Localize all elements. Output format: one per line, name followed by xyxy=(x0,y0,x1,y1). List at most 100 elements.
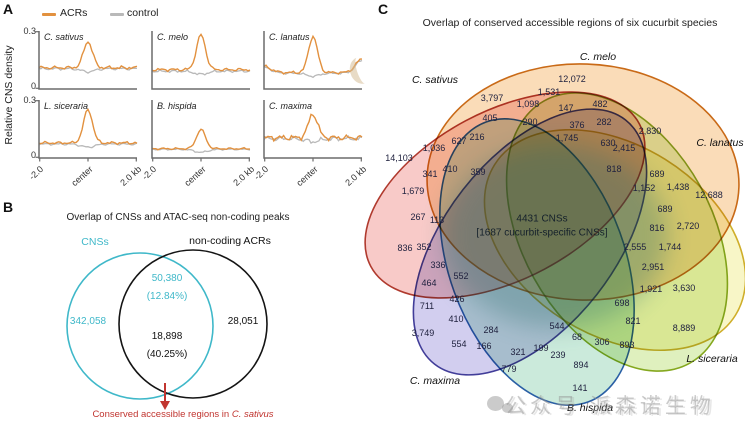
venn-region-count: 306 xyxy=(594,337,610,347)
venn-region-count: 893 xyxy=(619,340,635,350)
venn-region-count: 359 xyxy=(470,167,486,177)
venn-region-count: 8,889 xyxy=(672,323,696,333)
venn-region-count: 689 xyxy=(657,204,673,214)
venn-region-count: 405 xyxy=(482,113,498,123)
panel-b-label: B xyxy=(3,199,14,215)
venn-region-count: 147 xyxy=(558,103,574,113)
venn-region-count: 836 xyxy=(397,243,413,253)
venn-region-count: 1,438 xyxy=(666,182,690,192)
venn-region-count: 1,679 xyxy=(401,186,425,196)
overlap-acr-count: 18,898 xyxy=(151,331,183,342)
subplot-title: B. hispida xyxy=(157,101,197,111)
overlap-cns-count: 50,380 xyxy=(151,273,183,284)
panel-c-label: C xyxy=(378,1,389,17)
subplot-c-sativus xyxy=(35,31,138,90)
overlap-acr-percent: (40.25%) xyxy=(146,349,188,360)
venn-region-count: 113 xyxy=(429,215,445,225)
venn-species-label: C. maxima xyxy=(409,375,461,387)
watermark-chat-icon xyxy=(487,396,504,411)
venn-region-count: 1,531 xyxy=(537,87,561,97)
acrs-line xyxy=(263,34,362,75)
subplot-c-maxima xyxy=(263,100,363,162)
venn-region-count: 341 xyxy=(422,169,438,179)
cns-unique-count: 342,058 xyxy=(69,316,107,327)
annotation-prefix: Conserved accessible regions in xyxy=(92,409,232,420)
venn-region-count: 1,745 xyxy=(555,133,579,143)
venn-region-count: 1,152 xyxy=(632,183,656,193)
acrs-line xyxy=(38,41,138,71)
venn-region-count: 216 xyxy=(469,132,485,142)
venn-region-count: 410 xyxy=(442,164,458,174)
acr-legend-label: ACRs xyxy=(60,7,88,19)
subplot-title: C. maxima xyxy=(269,101,313,111)
acrs-line xyxy=(263,113,363,143)
acr-set-label: non-coding ACRs xyxy=(189,235,271,247)
venn-species-label: C. melo xyxy=(579,51,617,63)
acrs-line xyxy=(38,108,138,146)
panel-a-line-plots: ACRs control Relative CNS density C. sat… xyxy=(0,0,380,196)
watermark-chat-icon-small xyxy=(502,403,513,413)
annotation-species: C. sativus xyxy=(231,409,274,420)
subplot-title: L. siceraria xyxy=(44,101,89,111)
venn-region-count: 3,749 xyxy=(411,328,435,338)
control-legend-swatch xyxy=(110,13,124,16)
venn-region-count: 1,036 xyxy=(422,143,446,153)
venn-region-count: 68 xyxy=(571,332,583,342)
venn-region-count: 282 xyxy=(596,117,612,127)
venn-region-count: 239 xyxy=(550,350,566,360)
axes xyxy=(38,100,137,159)
venn-region-count: 321 xyxy=(510,347,526,357)
venn-center-subcount: [1687 cucurbit-specific CNSs] xyxy=(476,227,608,239)
control-legend-label: control xyxy=(127,7,159,19)
acr-unique-count: 28,051 xyxy=(227,316,259,327)
y-tick-zero: 0 xyxy=(30,81,36,91)
center-shade xyxy=(444,144,668,328)
axes xyxy=(263,31,362,90)
venn-region-count: 711 xyxy=(419,301,435,311)
axes xyxy=(263,100,362,159)
cns-set-label: CNSs xyxy=(81,236,109,248)
panel-a-label: A xyxy=(3,1,14,17)
venn-region-count: 554 xyxy=(451,339,467,349)
down-arrow-icon xyxy=(160,383,170,410)
venn-region-count: 552 xyxy=(453,271,469,281)
venn-region-count: 14,103 xyxy=(385,153,413,163)
venn-region-count: 779 xyxy=(501,364,517,374)
venn-species-label: C. sativus xyxy=(411,74,459,86)
acrs-line xyxy=(151,33,251,73)
cns-circle xyxy=(66,252,214,400)
venn-region-count: 12,688 xyxy=(695,190,723,200)
venn-region-count: 199 xyxy=(533,343,549,353)
venn-region-count: 689 xyxy=(649,169,665,179)
venn-region-count: 627 xyxy=(451,136,467,146)
venn-region-count: 464 xyxy=(421,278,437,288)
panel-b-title: Overlap of CNSs and ATAC-seq non-coding … xyxy=(66,212,290,223)
venn-region-count: 352 xyxy=(416,242,432,252)
venn-region-count: 3,797 xyxy=(480,93,504,103)
y-tick-max: 0.3 xyxy=(23,26,36,36)
venn-region-count: 544 xyxy=(549,321,565,331)
venn-region-count: 816 xyxy=(649,223,665,233)
venn-region-count: 426 xyxy=(449,294,465,304)
venn-species-label: C. lanatus xyxy=(696,137,744,149)
panel-b-venn2: Overlap of CNSs and ATAC-seq non-coding … xyxy=(0,196,380,426)
axes xyxy=(38,31,137,90)
subplot-title: C. lanatus xyxy=(269,32,310,42)
axes xyxy=(151,100,250,159)
venn-region-count: 376 xyxy=(569,120,585,130)
venn-region-count: 166 xyxy=(476,341,492,351)
venn-region-count: 267 xyxy=(410,212,426,222)
control-line xyxy=(39,66,138,74)
venn-region-count: 482 xyxy=(592,99,608,109)
venn-region-count: 1,744 xyxy=(658,242,682,252)
watermark-text: 公众号 派森诺生物 xyxy=(505,395,715,418)
venn-region-count: 818 xyxy=(606,164,622,174)
venn-region-count: 12,072 xyxy=(558,74,586,84)
venn-region-count: 290 xyxy=(522,117,538,127)
acr-legend-swatch xyxy=(42,13,56,16)
venn-region-count: 336 xyxy=(430,260,446,270)
acr-circle xyxy=(118,249,268,399)
y-tick-max: 0.3 xyxy=(23,95,36,105)
